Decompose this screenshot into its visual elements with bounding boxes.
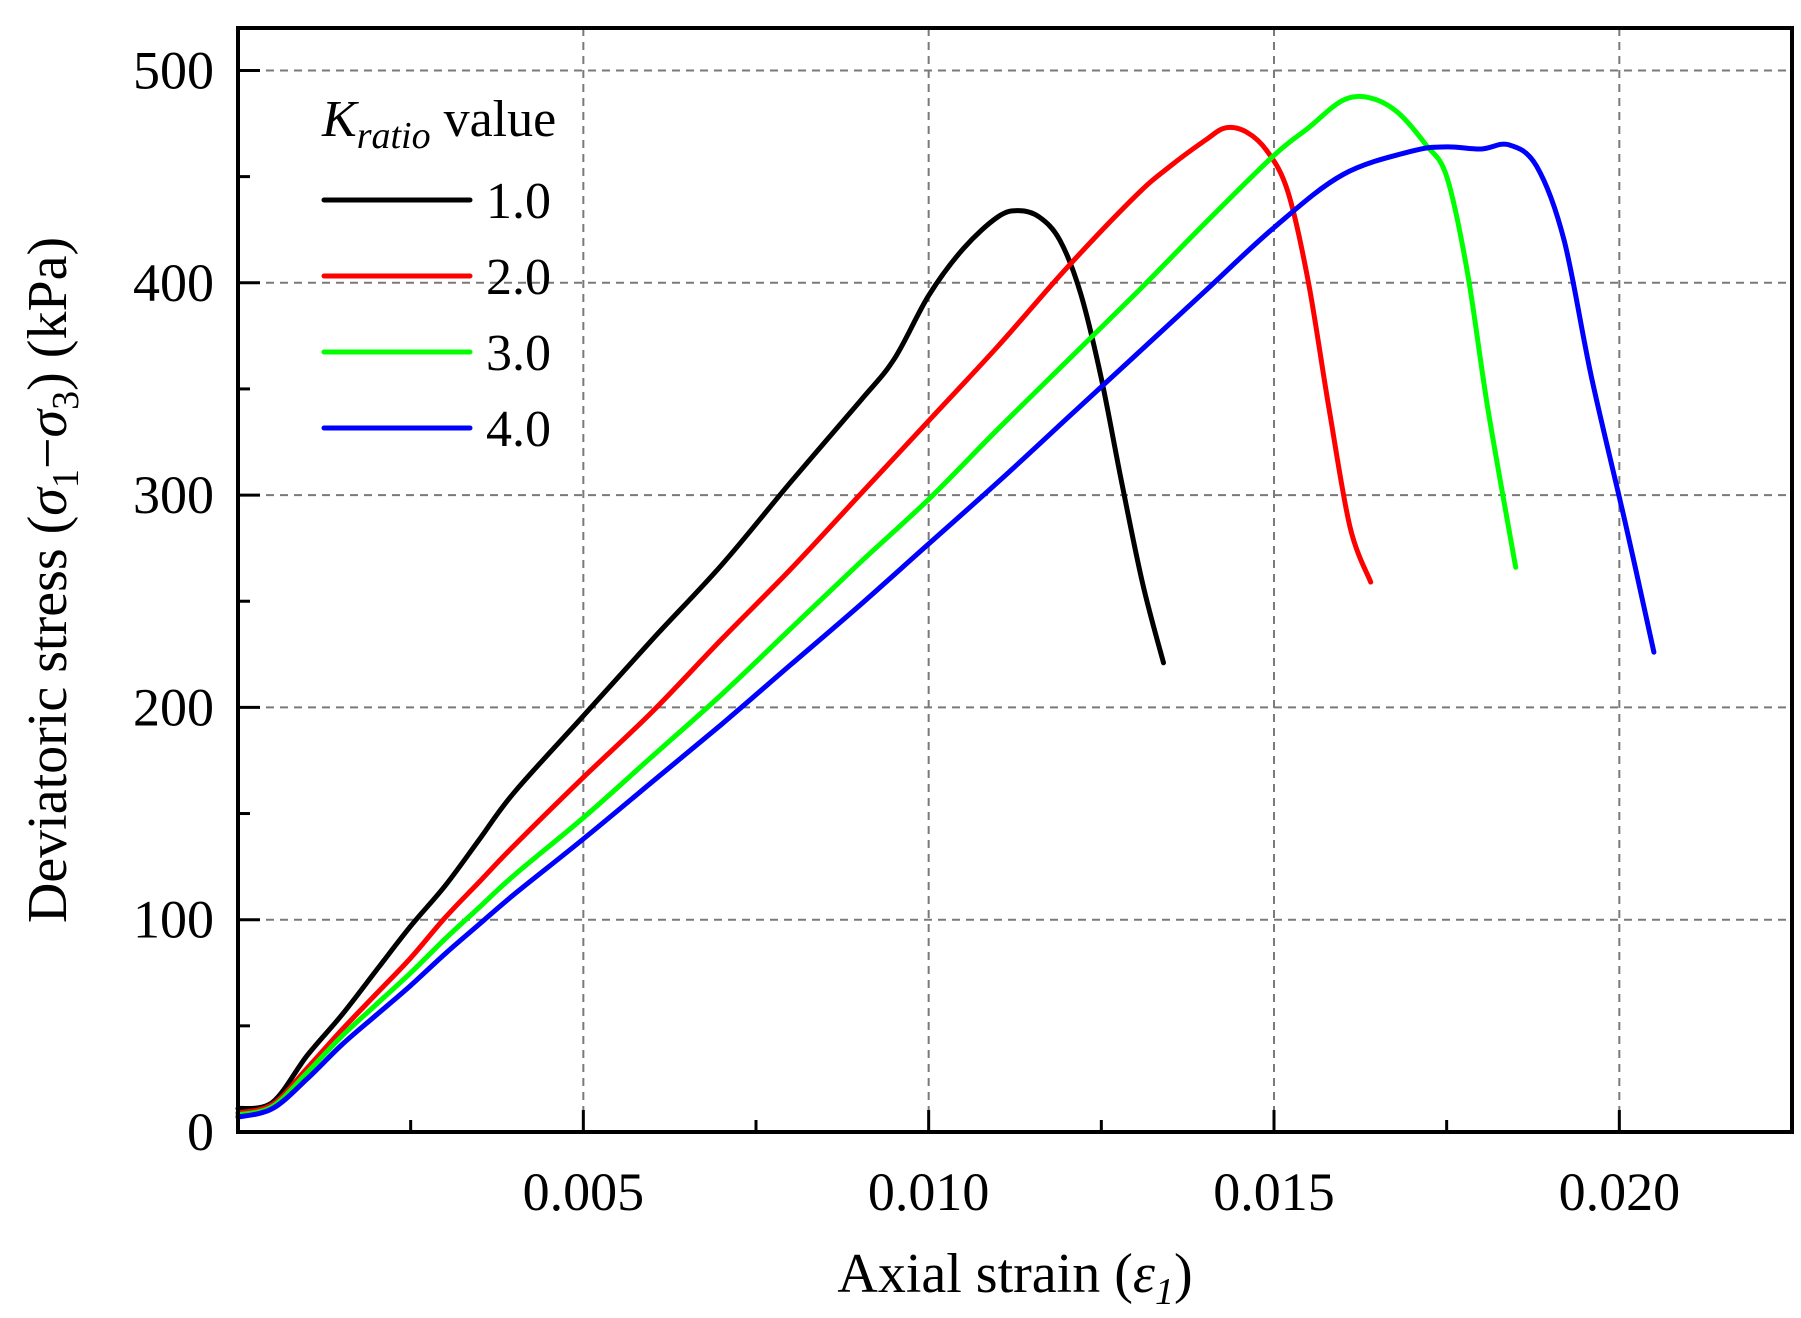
x-tick-label: 0.020 [1559,1162,1681,1222]
x-tick-label: 0.010 [868,1162,990,1222]
series-line-2-0 [235,124,1374,1116]
legend-label-4-0: 4.0 [486,401,551,458]
y-tick-label: 400 [133,253,214,313]
legend-label-1-0: 1.0 [486,173,551,230]
legend-label-2-0: 2.0 [486,249,551,306]
grid [238,28,1792,1132]
series-line-4-0 [235,141,1657,1120]
x-tick-label: 0.005 [523,1162,645,1222]
y-tick-label: 100 [133,890,214,950]
axis-ticks [238,68,1621,1134]
y-tick-label: 300 [133,465,214,525]
y-axis-title: Deviatoric stress (σ1−σ3) (kPa) [17,237,87,923]
legend: Kratio value 1.0 2.0 3.0 4.0 [321,91,556,458]
legend-title: Kratio value [321,91,556,157]
x-axis-title: Axial strain (ε1) [837,1243,1192,1313]
series-line-3-0 [235,93,1519,1118]
series-lines [235,93,1657,1120]
y-tick-label: 0 [187,1102,214,1162]
legend-entries: 1.0 2.0 3.0 4.0 [321,173,551,458]
tick-labels: 0.005 0.010 0.015 0.020 0 100 200 300 400 500 [133,40,1680,1222]
series-line-1-0 [235,208,1166,1112]
y-tick-label: 200 [133,677,214,737]
plot-frame [236,26,1794,1134]
y-tick-label: 500 [133,40,214,100]
legend-label-3-0: 3.0 [486,325,551,382]
x-tick-label: 0.015 [1213,1162,1335,1222]
